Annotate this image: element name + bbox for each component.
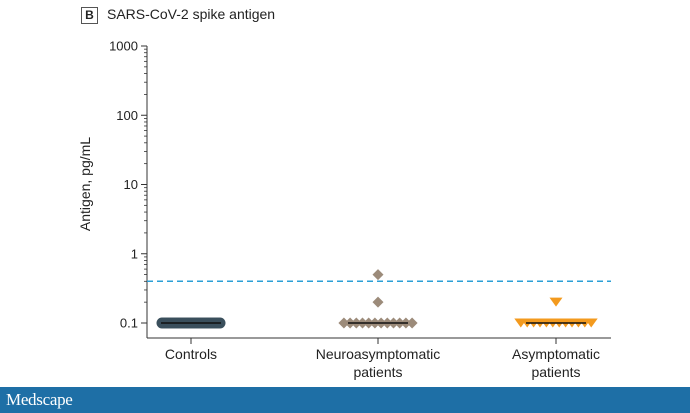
labels-layer: 0.1 1 10 100 1000 Antigen, pg/mL Controls Neuro…: [77, 39, 600, 381]
footer-bar: Medscape: [0, 387, 690, 413]
x-tick-label: Neuroasymptomatic: [316, 346, 441, 362]
y-tick-label: 10: [124, 177, 138, 192]
data-point-neuroasymptomatic: [372, 269, 384, 281]
data-point-neuroasymptomatic: [338, 317, 350, 329]
panel-badge: B: [81, 7, 98, 24]
data-point-neuroasymptomatic: [406, 317, 418, 329]
axes-layer: [141, 45, 611, 344]
data-point-asymptomatic: [549, 297, 563, 307]
medscape-logo[interactable]: Medscape: [6, 390, 73, 409]
x-tick-label: patients: [353, 364, 402, 380]
marks-layer: [156, 269, 598, 329]
y-axis-label: Antigen, pg/mL: [77, 137, 93, 231]
x-tick-label: Controls: [165, 346, 217, 362]
y-tick-label: 1: [131, 246, 138, 261]
chart-title: SARS-CoV-2 spike antigen: [107, 6, 276, 22]
chart-svg: 0.1 1 10 100 1000 Antigen, pg/mL Controls Neuro…: [77, 39, 611, 381]
x-tick-label: patients: [531, 364, 580, 380]
y-tick-label: 100: [116, 108, 138, 123]
data-point-neuroasymptomatic: [372, 296, 384, 308]
data-point-asymptomatic: [584, 318, 598, 328]
y-tick-label: 1000: [109, 39, 138, 54]
y-tick-label: 0.1: [120, 316, 138, 331]
x-tick-label: Asymptomatic: [512, 346, 600, 362]
